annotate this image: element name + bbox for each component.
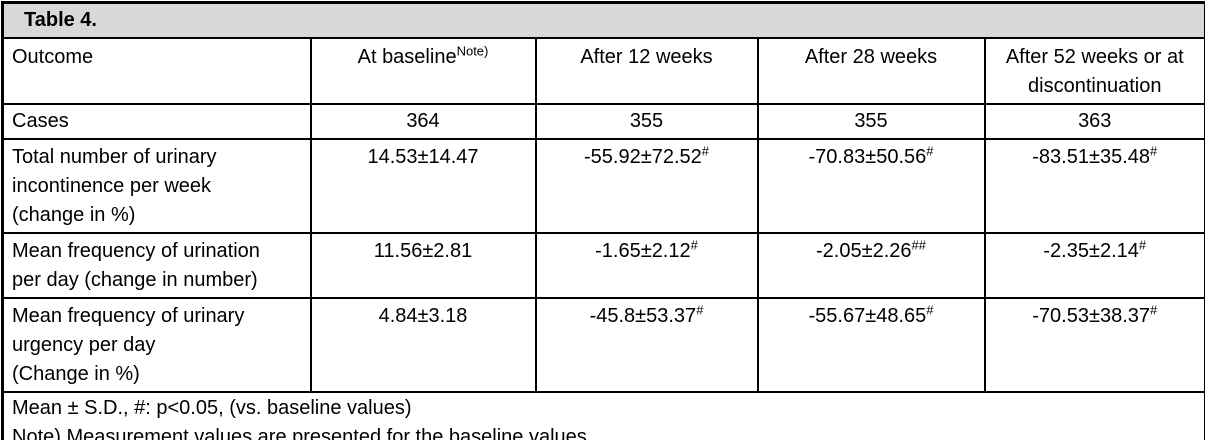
value-text: 363: [1078, 110, 1112, 132]
value-text: -2.35±2.14: [1043, 240, 1139, 262]
table-row-urination-frequency: Mean frequency of urination per day (cha…: [1, 232, 1205, 299]
significance-marker: ##: [911, 237, 926, 253]
cell-value: -2.05±2.26##: [756, 232, 986, 299]
footnote-cell: Mean ± S.D., #: p<0.05, (vs. baseline va…: [1, 391, 1205, 440]
cell-value: -55.92±72.52#: [534, 138, 759, 234]
value-text: -70.53±38.37: [1032, 305, 1150, 327]
column-header-12-weeks: After 12 weeks: [534, 37, 759, 105]
footnote-line-2: Note) Measurement values are presented f…: [12, 426, 593, 440]
row-label: Mean frequency of urination per day (cha…: [1, 232, 312, 299]
column-header-label: After 28 weeks: [804, 46, 938, 68]
value-text: 4.84±3.18: [378, 305, 468, 327]
significance-marker: #: [690, 237, 698, 253]
cell-value: -70.83±50.56#: [756, 138, 986, 234]
value-text: -2.05±2.26: [816, 240, 912, 262]
significance-marker: #: [1138, 237, 1147, 253]
cell-value: -2.35±2.14#: [983, 232, 1205, 299]
column-header-baseline: At baselineNote): [309, 37, 537, 105]
value-text: -70.83±50.56: [808, 146, 927, 168]
row-label: Total number of urinary incontinence per…: [1, 138, 312, 234]
table-header-row: Outcome At baselineNote) After 12 weeks …: [1, 37, 1205, 105]
table-row-urgency-frequency: Mean frequency of urinary urgency per da…: [1, 297, 1205, 393]
column-header-28-weeks: After 28 weeks: [756, 37, 986, 105]
column-header-52-weeks: After 52 weeks or at discontinuation: [983, 37, 1205, 105]
table-title-row: Table 4.: [1, 1, 1205, 39]
cell-value: 14.53±14.47: [309, 138, 537, 234]
column-header-superscript: Note): [456, 43, 489, 59]
value-text: 364: [406, 110, 440, 132]
footnote-line-1: Mean ± S.D., #: p<0.05, (vs. baseline va…: [12, 397, 412, 419]
cell-value: -55.67±48.65#: [756, 297, 986, 393]
cell-value: -70.53±38.37#: [983, 297, 1205, 393]
significance-marker: #: [701, 143, 709, 159]
value-text: 14.53±14.47: [367, 146, 479, 168]
value-text: -83.51±35.48: [1032, 146, 1150, 168]
cell-value: -45.8±53.37#: [534, 297, 759, 393]
value-text: -55.92±72.52: [584, 146, 702, 168]
column-header-label: At baseline: [357, 46, 457, 68]
significance-marker: #: [926, 302, 934, 318]
value-text: 355: [629, 110, 664, 132]
cell-value: 11.56±2.81: [309, 232, 537, 299]
table-footnote-row: Mean ± S.D., #: p<0.05, (vs. baseline va…: [1, 391, 1205, 440]
column-header-label: After 12 weeks: [580, 46, 713, 68]
column-header-label: After 52 weeks or at discontinuation: [1005, 46, 1184, 97]
value-text: 355: [854, 110, 888, 132]
significance-marker: #: [1150, 302, 1158, 318]
cell-value: 355: [534, 103, 759, 140]
cell-value: 4.84±3.18: [309, 297, 537, 393]
row-label: Mean frequency of urinary urgency per da…: [1, 297, 312, 393]
cell-value: 355: [756, 103, 986, 140]
value-text: -1.65±2.12: [595, 240, 691, 262]
cell-value: 364: [309, 103, 537, 140]
value-text: -45.8±53.37: [589, 305, 697, 327]
row-label: Cases: [1, 103, 312, 140]
cell-value: -1.65±2.12#: [534, 232, 759, 299]
significance-marker: #: [1150, 143, 1158, 159]
table-row-incontinence: Total number of urinary incontinence per…: [1, 138, 1205, 234]
table-row-cases: Cases 364 355 355 363: [1, 103, 1205, 140]
column-header-label: Outcome: [12, 46, 94, 68]
table-title: Table 4.: [1, 1, 1205, 39]
value-text: -55.67±48.65: [808, 305, 927, 327]
cell-value: -83.51±35.48#: [983, 138, 1205, 234]
cell-value: 363: [983, 103, 1205, 140]
value-text: 11.56±2.81: [373, 240, 473, 262]
significance-marker: #: [696, 302, 704, 318]
column-header-outcome: Outcome: [1, 37, 312, 105]
significance-marker: #: [926, 143, 934, 159]
